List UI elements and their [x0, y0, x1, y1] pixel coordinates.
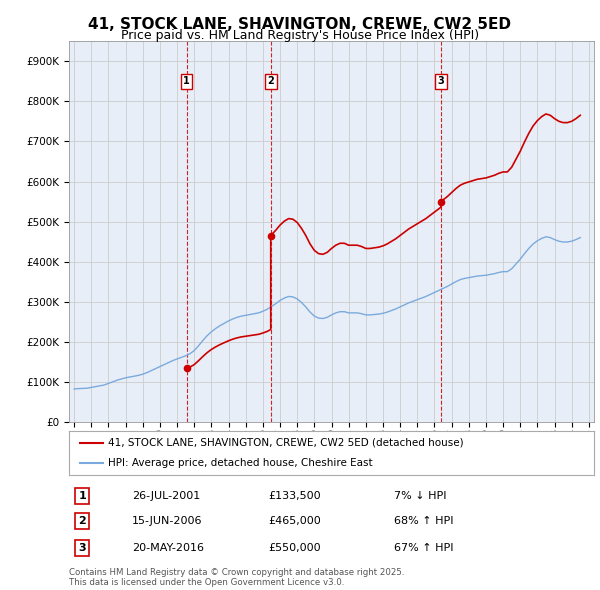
- Text: 68% ↑ HPI: 68% ↑ HPI: [395, 516, 454, 526]
- Text: Price paid vs. HM Land Registry's House Price Index (HPI): Price paid vs. HM Land Registry's House …: [121, 30, 479, 42]
- Text: £465,000: £465,000: [269, 516, 321, 526]
- Text: 3: 3: [79, 543, 86, 553]
- Text: 41, STOCK LANE, SHAVINGTON, CREWE, CW2 5ED: 41, STOCK LANE, SHAVINGTON, CREWE, CW2 5…: [89, 17, 511, 31]
- Text: HPI: Average price, detached house, Cheshire East: HPI: Average price, detached house, Ches…: [109, 458, 373, 468]
- Text: £133,500: £133,500: [269, 491, 321, 501]
- Text: 26-JUL-2001: 26-JUL-2001: [132, 491, 200, 501]
- Text: 7% ↓ HPI: 7% ↓ HPI: [395, 491, 447, 501]
- Text: £550,000: £550,000: [269, 543, 321, 553]
- Text: 15-JUN-2006: 15-JUN-2006: [132, 516, 203, 526]
- Text: 1: 1: [78, 491, 86, 501]
- Text: Contains HM Land Registry data © Crown copyright and database right 2025.
This d: Contains HM Land Registry data © Crown c…: [69, 568, 404, 587]
- Text: 2: 2: [268, 76, 274, 86]
- Text: 1: 1: [183, 76, 190, 86]
- Text: 67% ↑ HPI: 67% ↑ HPI: [395, 543, 454, 553]
- Text: 2: 2: [78, 516, 86, 526]
- Text: 20-MAY-2016: 20-MAY-2016: [132, 543, 204, 553]
- Text: 3: 3: [437, 76, 445, 86]
- Text: 41, STOCK LANE, SHAVINGTON, CREWE, CW2 5ED (detached house): 41, STOCK LANE, SHAVINGTON, CREWE, CW2 5…: [109, 438, 464, 448]
